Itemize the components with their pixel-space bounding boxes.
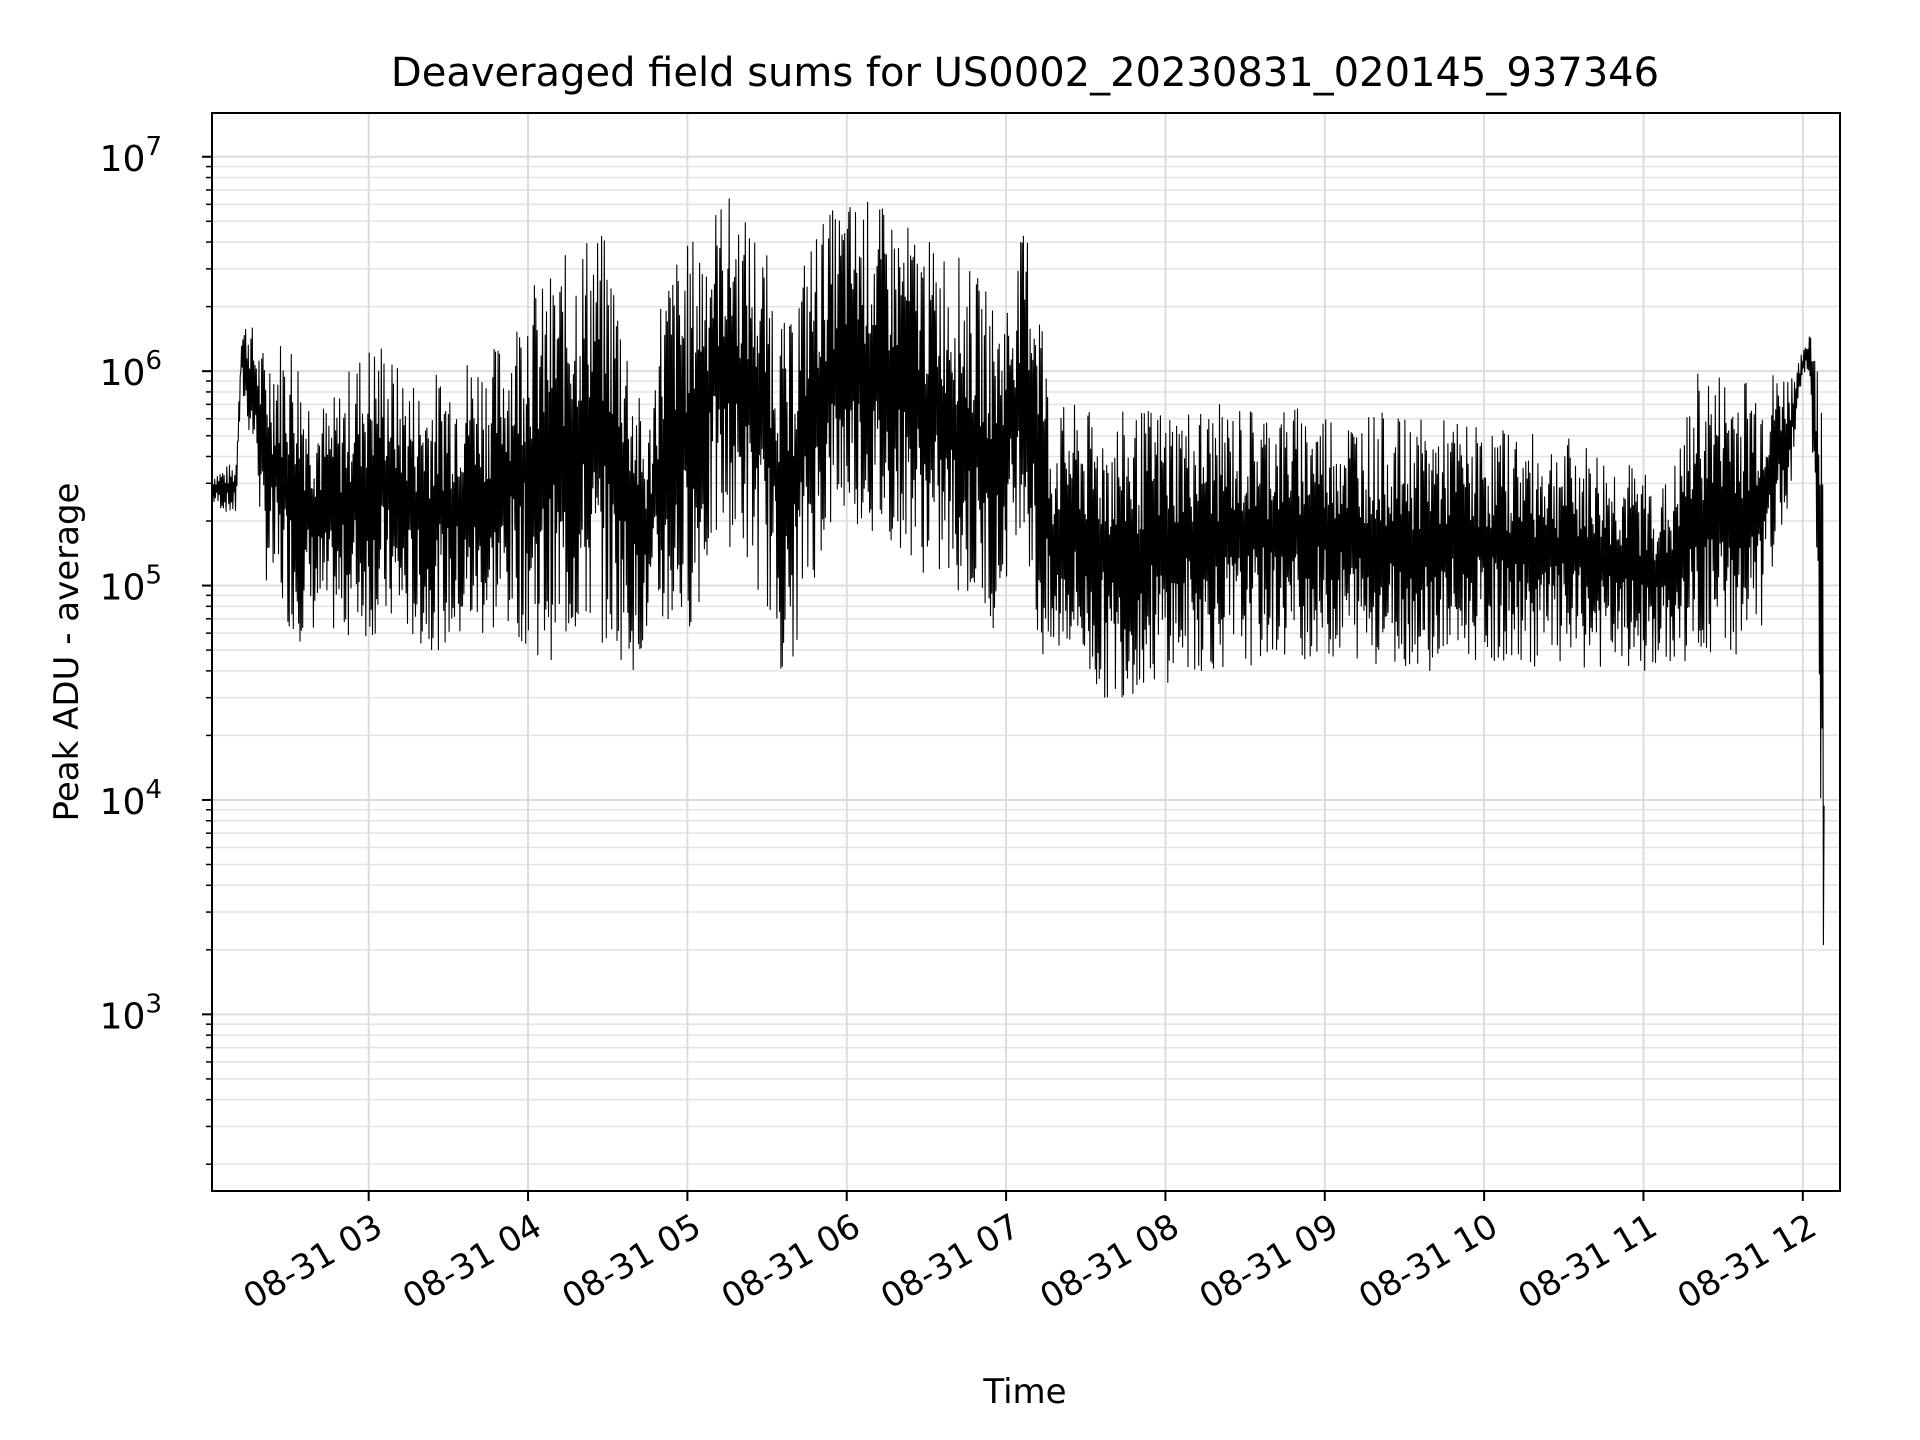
- y-axis-label: Peak ADU - average: [47, 483, 87, 822]
- series-layer: [212, 198, 1825, 946]
- y-tick-label: 103: [100, 989, 162, 1037]
- y-tick-label: 106: [100, 346, 162, 394]
- y-axis: 103 104 105 106 107: [100, 132, 212, 1165]
- y-tick-label: 104: [100, 775, 162, 823]
- chart-title: Deaveraged field sums for US0002_2023083…: [391, 50, 1659, 96]
- grid: [212, 113, 1840, 1191]
- x-axis-label: Time: [982, 1372, 1066, 1412]
- plot-frame: [211, 112, 1841, 1192]
- series-line: [212, 198, 1825, 946]
- y-tick-label: 107: [100, 132, 162, 180]
- y-tick-label: 105: [100, 561, 162, 609]
